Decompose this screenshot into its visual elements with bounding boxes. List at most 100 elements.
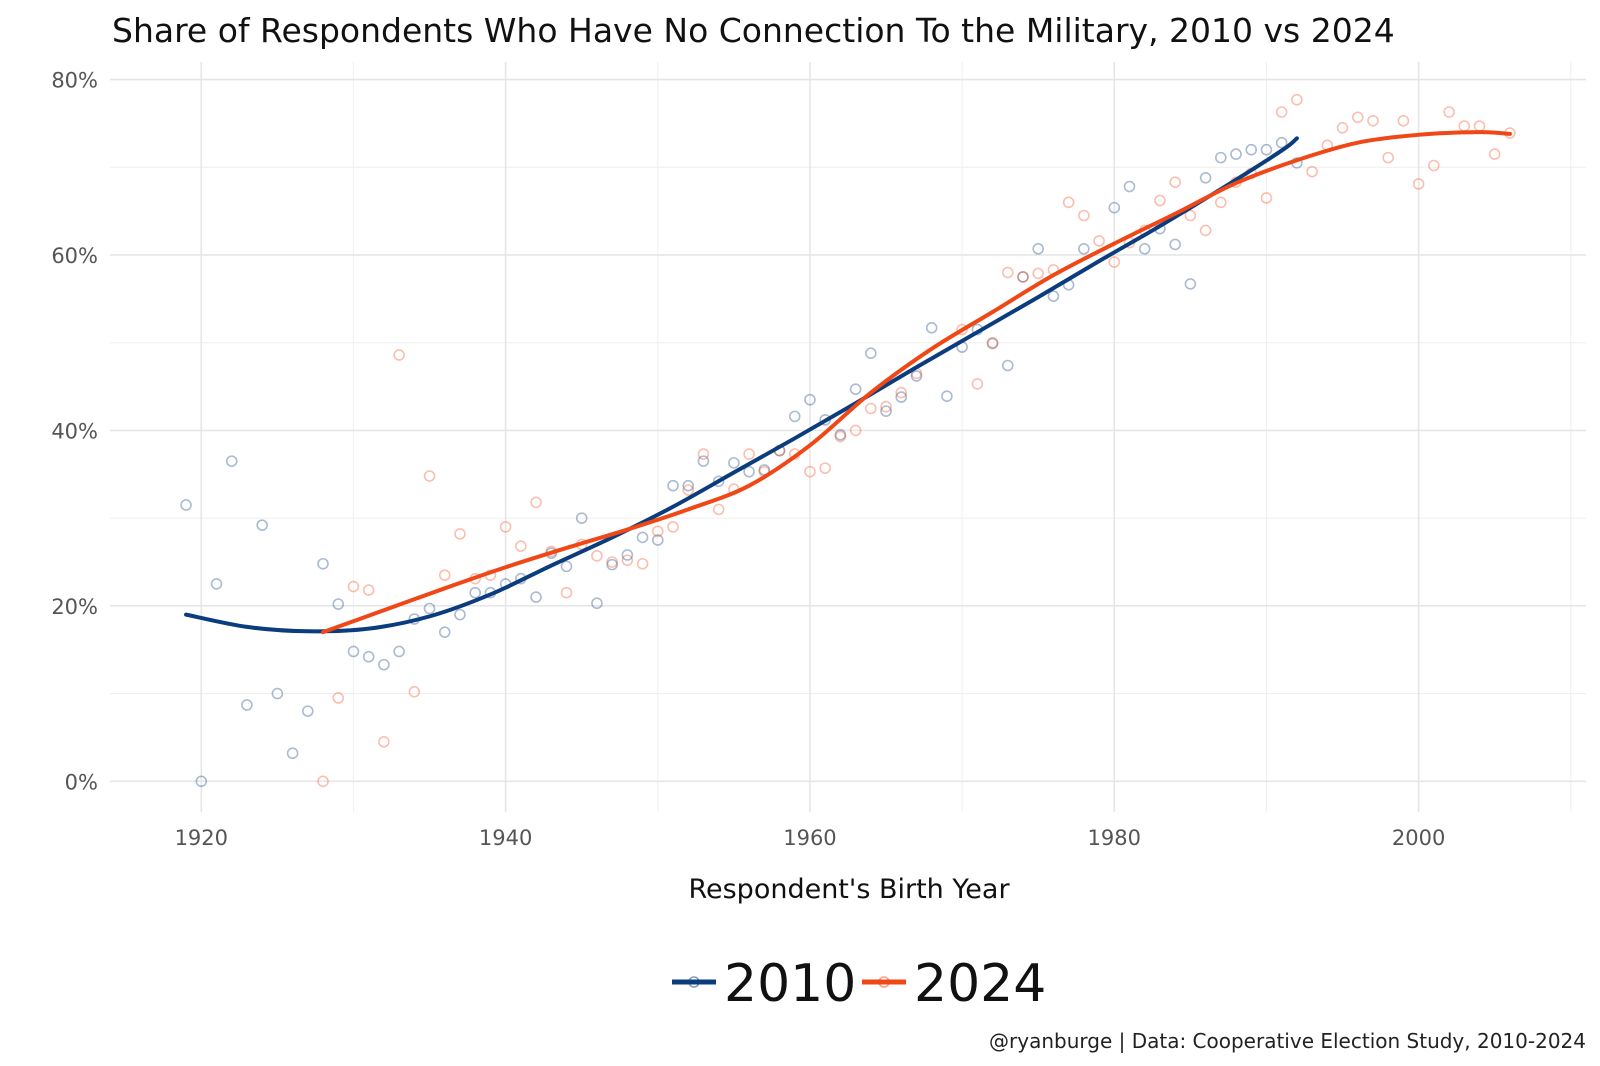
- data-point: [621, 554, 634, 567]
- data-point: [515, 540, 527, 553]
- data-point: [1245, 143, 1258, 156]
- data-point: [530, 591, 542, 603]
- data-point: [1169, 238, 1181, 251]
- trend-line-2024: [321, 130, 1512, 635]
- data-point: [880, 405, 892, 417]
- data-point: [1260, 143, 1273, 156]
- data-point: [1291, 93, 1303, 106]
- data-point: [1275, 136, 1288, 149]
- data-point: [819, 462, 831, 474]
- data-point: [606, 556, 618, 568]
- data-point: [849, 424, 862, 437]
- trend-line-2010: [184, 136, 1299, 634]
- data-point: [682, 484, 695, 496]
- data-point: [1062, 196, 1075, 209]
- data-point: [1199, 224, 1212, 237]
- data-point: [1382, 151, 1394, 164]
- legend-label: 2024: [914, 954, 1046, 1014]
- data-point: [895, 391, 908, 403]
- data-point: [286, 747, 299, 760]
- x-axis-tick-labels: 1920 1940 1960 1980 2000: [175, 826, 1446, 850]
- data-point: [1443, 106, 1455, 118]
- data-point: [1230, 148, 1242, 160]
- data-point: [317, 775, 329, 788]
- data-point: [1032, 243, 1045, 255]
- data-point: [712, 475, 725, 488]
- data-point: [986, 336, 999, 349]
- series-2024: [317, 93, 1516, 788]
- legend-item-2024: 2024: [862, 954, 1046, 1014]
- data-point: [423, 602, 436, 615]
- x-tick-label: 1940: [479, 826, 532, 850]
- data-point: [682, 479, 695, 492]
- grid-minor: [110, 62, 1586, 812]
- legend-label: 2010: [724, 954, 856, 1014]
- data-point: [865, 402, 877, 415]
- x-tick-label: 1980: [1088, 826, 1141, 850]
- data-point: [834, 430, 847, 443]
- data-point: [788, 410, 801, 423]
- data-point: [651, 534, 664, 546]
- data-point: [804, 465, 816, 478]
- data-point: [956, 323, 968, 336]
- y-tick-label: 0%: [65, 770, 98, 794]
- y-tick-label: 20%: [51, 595, 98, 619]
- data-point: [362, 650, 375, 663]
- data-point: [332, 692, 345, 704]
- data-point: [302, 705, 314, 717]
- chart-title: Share of Respondents Who Have No Connect…: [112, 11, 1395, 50]
- data-point: [469, 586, 481, 599]
- data-point: [530, 496, 542, 509]
- data-point: [225, 455, 238, 467]
- x-tick-label: 1960: [783, 826, 836, 850]
- data-point: [1397, 114, 1410, 127]
- data-point: [1078, 243, 1090, 255]
- data-point: [347, 580, 360, 593]
- y-tick-label: 80%: [51, 69, 98, 93]
- data-point: [317, 557, 329, 570]
- data-point: [697, 455, 710, 467]
- legend: 2010 2024: [672, 954, 1046, 1014]
- x-tick-label: 2000: [1392, 826, 1445, 850]
- data-point: [1458, 120, 1471, 132]
- data-point: [667, 521, 679, 533]
- data-point: [895, 386, 908, 399]
- data-point: [743, 448, 755, 460]
- data-point: [1412, 178, 1425, 190]
- data-point: [1108, 201, 1121, 214]
- data-point: [1215, 196, 1227, 209]
- data-point: [454, 528, 466, 540]
- data-point: [1260, 192, 1273, 204]
- data-point: [393, 349, 405, 361]
- data-point: [256, 519, 268, 531]
- data-point: [423, 470, 436, 482]
- data-point: [1428, 159, 1440, 172]
- data-point: [378, 658, 390, 671]
- data-point: [1169, 176, 1181, 188]
- data-point: [986, 337, 999, 350]
- data-point: [712, 503, 725, 516]
- x-tick-label: 1920: [175, 826, 228, 850]
- data-point: [1108, 256, 1121, 268]
- x-axis-title: Respondent's Birth Year: [688, 874, 1010, 905]
- data-point: [1138, 243, 1151, 255]
- data-point: [621, 549, 634, 561]
- y-tick-label: 40%: [51, 419, 98, 443]
- data-point: [195, 775, 208, 788]
- data-point: [1078, 209, 1090, 222]
- data-point: [1336, 121, 1349, 134]
- data-point: [865, 347, 877, 360]
- data-point: [591, 550, 603, 562]
- series-layer: [180, 93, 1516, 788]
- grid-major: [110, 62, 1586, 812]
- data-point: [743, 465, 755, 478]
- data-point: [1184, 278, 1197, 290]
- data-point: [1184, 209, 1197, 222]
- data-point: [971, 378, 984, 390]
- data-point: [499, 521, 512, 533]
- data-point: [834, 429, 847, 441]
- y-axis-tick-labels: 0% 20% 40% 60% 80%: [51, 69, 98, 795]
- data-point: [393, 645, 405, 658]
- data-point: [408, 686, 421, 698]
